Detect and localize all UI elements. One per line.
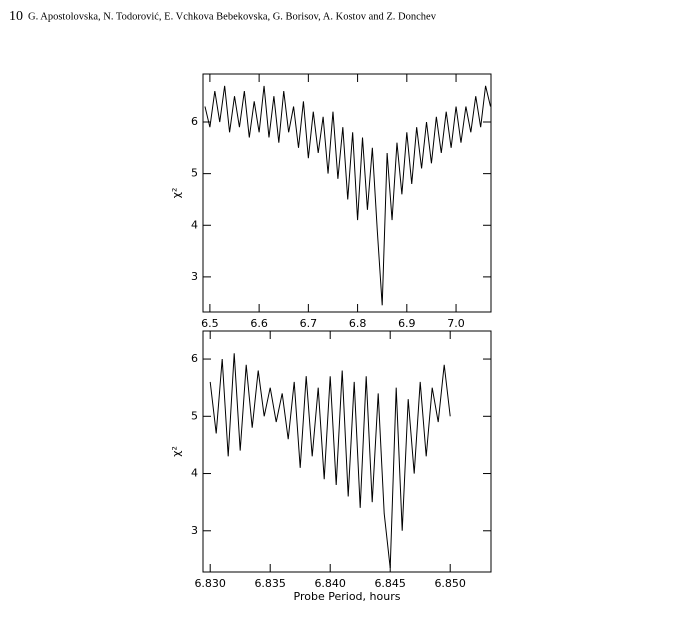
x-tick-label: 6.850 xyxy=(434,577,466,590)
y-tick-label: 5 xyxy=(191,167,198,180)
y-tick-label: 4 xyxy=(191,218,198,231)
data-line xyxy=(204,85,491,306)
y-tick-label: 3 xyxy=(191,270,198,283)
y-tick-label: 5 xyxy=(191,409,198,422)
x-tick-label: 6.9 xyxy=(398,317,416,330)
y-axis-label: χ² xyxy=(170,188,183,199)
x-tick-label: 6.840 xyxy=(314,577,346,590)
x-tick-label: 6.5 xyxy=(201,317,219,330)
x-axis-label: Probe Period, hours xyxy=(294,590,401,603)
x-tick-label: 6.7 xyxy=(300,317,318,330)
y-tick-label: 4 xyxy=(191,467,198,480)
y-tick-label: 6 xyxy=(191,115,198,128)
y-tick-label: 6 xyxy=(191,352,198,365)
x-tick-label: 6.835 xyxy=(254,577,286,590)
authors: G. Apostolovska, N. Todorović, E. Vchkov… xyxy=(28,11,437,22)
page-number: 10 xyxy=(9,9,23,24)
data-line xyxy=(209,353,451,569)
x-tick-label: 6.830 xyxy=(194,577,226,590)
x-tick-label: 7.0 xyxy=(447,317,465,330)
y-axis-label: χ² xyxy=(170,446,183,457)
plot-frame xyxy=(202,330,492,573)
y-tick-label: 3 xyxy=(191,524,198,537)
x-tick-label: 6.6 xyxy=(250,317,268,330)
x-tick-label: 6.845 xyxy=(374,577,406,590)
plot-frame xyxy=(202,73,492,313)
x-tick-label: 6.8 xyxy=(349,317,367,330)
